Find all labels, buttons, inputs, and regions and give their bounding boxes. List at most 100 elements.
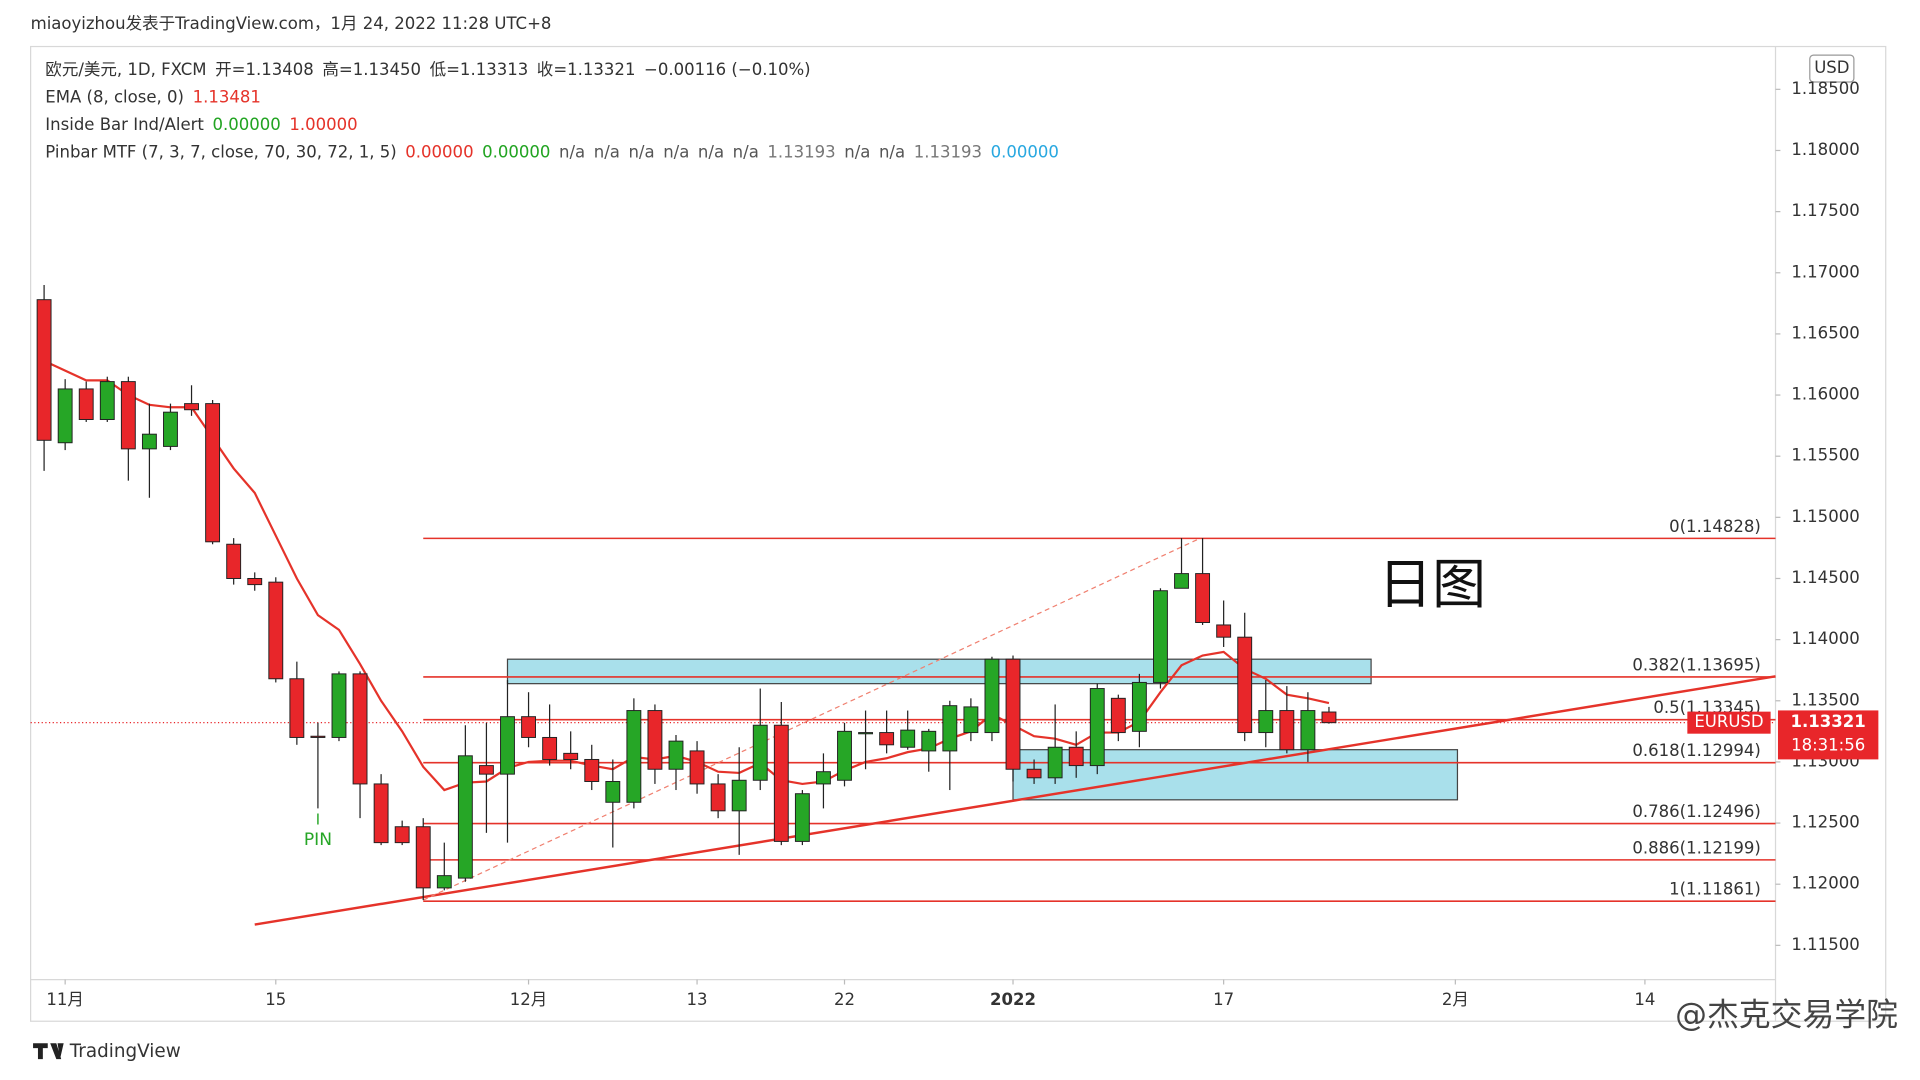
candle-body [752,724,768,781]
legend-row: EMA (8, close, 0) 1.13481 [45,87,261,106]
candle-body [563,752,579,760]
candle-body [584,758,600,782]
legend-item: 收=1.13321 [537,59,636,78]
candle-body [900,729,916,748]
fib-label: 0.786(1.12496) [1632,802,1760,821]
y-tick-label: 1.12500 [1791,813,1859,832]
legend-item: n/a [628,142,654,161]
symbol-badge [1687,711,1771,734]
header: miaoyizhou发表于TradingView.com，1月 24, 2022… [31,14,552,33]
legend-row: 欧元/美元, 1D, FXCM 开=1.13408 高=1.13450 低=1.133… [45,59,810,78]
candle-body [1279,710,1295,751]
y-tick-label: 1.17000 [1791,262,1859,281]
x-tick-label: 14 [1634,990,1655,1009]
x-tick-label: 22 [834,990,855,1009]
legend-item: 0.00000 [482,142,550,161]
candle-body [521,716,536,738]
y-tick-label: 1.15500 [1791,446,1859,465]
legend-item: n/a [698,142,724,161]
y-tick-label: 1.18000 [1791,140,1859,159]
legend-row: Inside Bar Ind/Alert 0.00000 1.00000 [45,114,357,133]
x-tick-label: 11月 [46,990,84,1009]
zone [1012,749,1459,801]
legend-item: 0.00000 [213,114,281,133]
legend-item: n/a [844,142,870,161]
candle-body [1300,710,1316,751]
candle-body [394,826,410,844]
candle-body [1195,573,1211,624]
legend-item: 欧元/美元, 1D, FXCM [45,59,206,78]
legend-item: 0.00000 [405,142,473,161]
fib-label: 0.618(1.12994) [1632,741,1760,760]
x-tick-label: 13 [687,990,708,1009]
candle-body [163,411,178,447]
legend-item: Inside Bar Ind/Alert [45,114,204,133]
legend-item: n/a [733,142,759,161]
trend-line [254,675,1776,926]
x-tick-label: 12月 [510,990,548,1009]
x-tick-label: 2月 [1442,990,1469,1009]
y-tick-label: 1.11500 [1791,935,1859,954]
y-tick-label: 1.17500 [1791,201,1859,220]
candle-body [1047,746,1063,779]
candle-body [921,730,937,752]
candle-body [879,732,895,746]
legend-item: 1.13193 [914,142,982,161]
annotation: 日图 [1378,553,1486,616]
candle-body [99,381,115,421]
countdown-label: 18:31:56 [1791,735,1865,754]
candle-body [542,736,558,760]
trend-line [422,537,1201,901]
legend-item: 开=1.13408 [215,59,314,78]
candle-body [1110,697,1126,734]
candle-body [415,826,431,889]
fib-label: 0.382(1.13695) [1632,655,1760,674]
candle-body [141,433,157,450]
y-tick-label: 1.14000 [1791,629,1859,648]
legend-item: 高=1.13450 [322,59,421,78]
candle-body [120,381,136,450]
candle-body [78,388,94,421]
candle-body [816,771,831,785]
y-tick-label: 1.18500 [1791,79,1859,98]
candle-body [457,755,473,879]
candle-body [984,658,1000,734]
candle-body [310,735,326,738]
candle-body [226,543,242,579]
brand: TradingView [69,1041,181,1062]
legend-row: Pinbar MTF (7, 3, 7, close, 70, 30, 72, … [45,142,1059,161]
legend-item: n/a [594,142,620,161]
candle-body [478,765,494,775]
candle-body [1321,711,1337,724]
candle-body [1089,688,1105,767]
watermark: @杰克交易学院 [1675,995,1898,1033]
fib-label: 0(1.14828) [1669,517,1761,536]
x-tick-label: 17 [1213,990,1234,1009]
y-tick-label: 1.15000 [1791,507,1859,526]
fib-label: 0.886(1.12199) [1632,838,1760,857]
candle-body [331,673,347,738]
candle-body [1068,746,1084,767]
candle-body [1258,710,1274,734]
legend-item: 0.00000 [991,142,1059,161]
candle-body [57,388,73,444]
legend-item: Pinbar MTF (7, 3, 7, close, 70, 30, 72, … [45,142,396,161]
candle-body [268,581,284,680]
candle-body [689,750,705,785]
brand-logo [33,1043,64,1060]
candle-body [436,875,452,889]
candle-body [773,724,789,842]
candle-body [1216,624,1232,638]
candle-body [289,678,305,738]
candle-body [1237,636,1253,734]
candle-body [837,730,852,781]
candle-body [942,705,958,752]
legend-item: n/a [879,142,905,161]
candle-body [247,577,263,586]
legend-item: 1.13481 [193,87,261,106]
candle-body [1153,590,1168,683]
zone [506,658,1372,685]
price-label: 1.13321 [1791,712,1866,731]
candle-body [731,779,747,812]
